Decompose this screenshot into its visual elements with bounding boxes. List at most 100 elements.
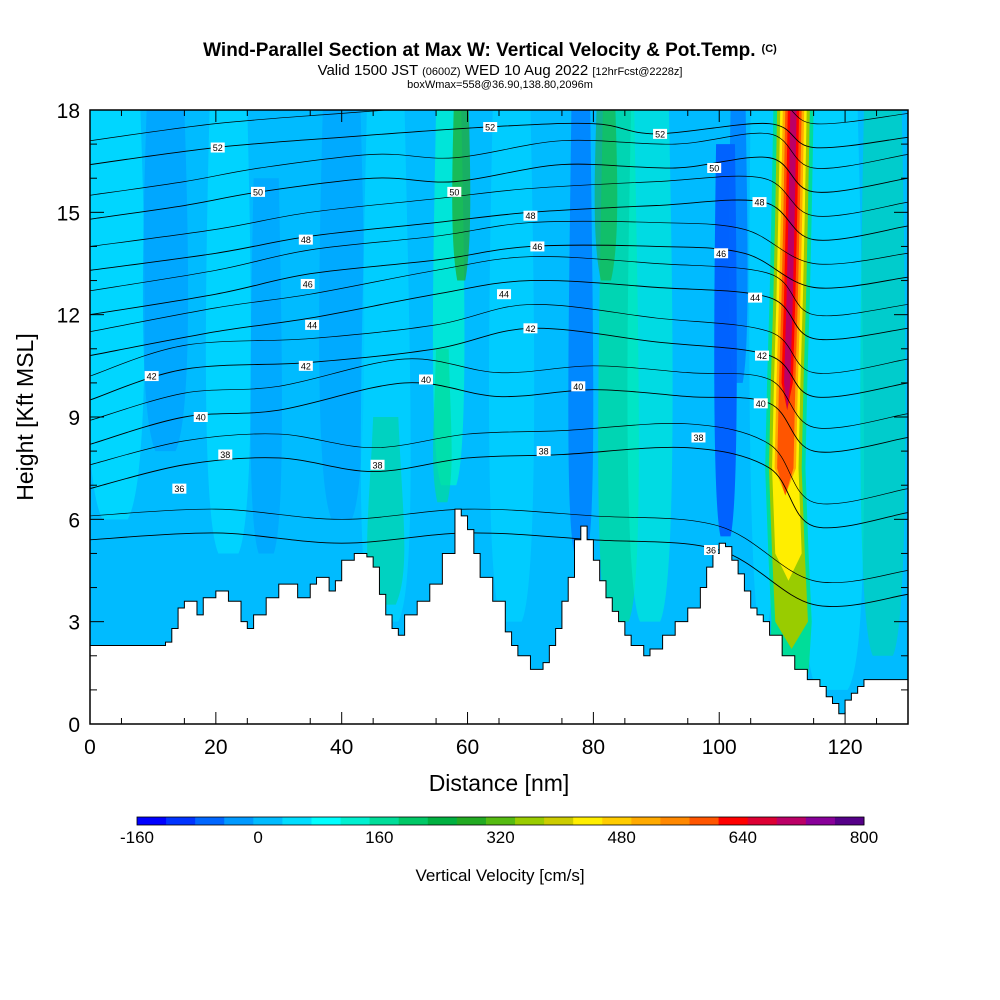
theta-contour-minor: [90, 423, 908, 505]
contour-label: 40: [421, 375, 431, 385]
contour-label-box: [483, 122, 498, 133]
contour-label-box: [497, 289, 512, 300]
contour-label-box: [447, 186, 462, 197]
colorbar-swatch: [631, 817, 661, 825]
velocity-band: [250, 178, 282, 554]
velocity-band: [627, 110, 673, 622]
chart-title: Wind-Parallel Section at Max W: Vertical…: [203, 40, 777, 61]
contour-label: 50: [253, 187, 263, 197]
colorbar-frame: [136, 816, 865, 826]
contour-label-box: [653, 128, 668, 139]
colorbar-swatch: [224, 817, 254, 825]
colorbar-swatch: [747, 817, 778, 825]
updraft-shell: [784, 110, 797, 411]
contour-label-box: [298, 234, 313, 245]
contour-labels: 52 50 48 46 44 42 42 40 38 36 52 50 48 46 44 42 40 40 38 38…: [144, 122, 770, 556]
contour-label-box: [523, 323, 538, 334]
y-tick-label: 18: [57, 100, 80, 123]
contour-label-box: [370, 459, 385, 470]
contour-label-box: [193, 412, 208, 422]
contour-label: 46: [303, 279, 313, 289]
colorbar-swatch: [602, 817, 632, 825]
contour-label: 40: [573, 382, 583, 392]
colorbar-swatch: [573, 817, 603, 825]
theta-contours: [90, 110, 908, 607]
x-tick-label: 60: [456, 736, 479, 759]
contour-label-box: [536, 446, 551, 457]
colorbar-tick-label: 160: [365, 828, 393, 847]
contour-label-box: [753, 398, 768, 409]
colorbar-swatch: [340, 817, 371, 825]
colorbar-swatch: [166, 817, 196, 825]
contour-label-box: [755, 350, 770, 361]
x-axis-label: Distance [nm]: [429, 770, 570, 796]
y-tick-label: 3: [68, 612, 80, 635]
colorbar-swatch: [689, 817, 720, 825]
contour-label-box: [523, 210, 538, 221]
contour-label-box: [298, 360, 313, 371]
velocity-band: [860, 110, 906, 656]
contour-label: 42: [147, 372, 157, 382]
box-info: boxWmax=558@36.90,138.80,2096m: [407, 79, 593, 91]
theta-contour-46: [90, 244, 908, 316]
contour-label: 52: [213, 143, 223, 153]
contour-label-box: [571, 381, 586, 392]
theta-contour-minor: [90, 175, 908, 247]
colorbar-swatch: [195, 817, 225, 825]
colorbar-tick-label: 0: [253, 828, 262, 847]
contour-label: 46: [532, 242, 542, 252]
theta-contour-minor: [90, 304, 908, 377]
colorbar-swatch: [253, 817, 283, 825]
velocity-band: [594, 110, 618, 281]
contour-label: 42: [301, 361, 311, 371]
contour-label: 38: [693, 433, 703, 443]
theta-contour-minor: [90, 220, 908, 292]
colorbar-swatch: [311, 817, 342, 825]
theta-contour-minor: [90, 110, 908, 142]
contour-label-box: [172, 483, 187, 494]
chart-subtitle: Valid 1500 JST (0600Z) WED 10 Aug 2022 […: [318, 62, 683, 79]
contour-label-box: [530, 241, 545, 252]
contour-label-box: [210, 142, 225, 153]
contour-label: 42: [525, 324, 535, 334]
contour-label-box: [714, 248, 729, 259]
x-tick-label: 40: [330, 736, 353, 759]
contour-label: 40: [196, 413, 206, 423]
y-tick-label: 0: [68, 714, 80, 737]
y-tick-label: 9: [68, 407, 80, 430]
contour-label: 40: [756, 399, 766, 409]
velocity-band: [489, 110, 535, 622]
contour-label: 36: [706, 546, 716, 556]
colorbar-swatch: [282, 817, 312, 825]
theta-contour-38: [90, 446, 908, 529]
x-tick-label: 0: [84, 736, 96, 759]
contour-label-box: [752, 197, 767, 208]
contour-label-box: [707, 162, 722, 173]
colorbar-swatch: [456, 817, 487, 825]
contour-label: 50: [709, 163, 719, 173]
y-tick-label: 15: [57, 202, 80, 225]
colorbar-swatch: [515, 817, 545, 825]
contour-label: 48: [301, 235, 311, 245]
contour-label: 38: [220, 450, 230, 460]
colorbar-swatch: [776, 817, 807, 825]
velocity-band: [205, 110, 252, 554]
contour-label-box: [419, 374, 434, 385]
theta-contour-40: [90, 382, 908, 453]
contour-label-box: [691, 432, 706, 443]
colorbar-swatch: [718, 817, 749, 825]
colorbar-swatch: [834, 817, 865, 825]
velocity-band: [142, 110, 189, 452]
contour-label-box: [251, 186, 266, 197]
contour-label: 36: [174, 484, 184, 494]
contour-label: 44: [750, 293, 760, 303]
contour-label-box: [218, 449, 233, 460]
theta-contour-minor: [90, 132, 908, 196]
contour-label: 44: [499, 290, 509, 300]
contour-label: 48: [525, 211, 535, 221]
colorbar-swatch: [137, 817, 167, 825]
velocity-band: [800, 110, 865, 690]
contour-label-box: [144, 371, 159, 382]
